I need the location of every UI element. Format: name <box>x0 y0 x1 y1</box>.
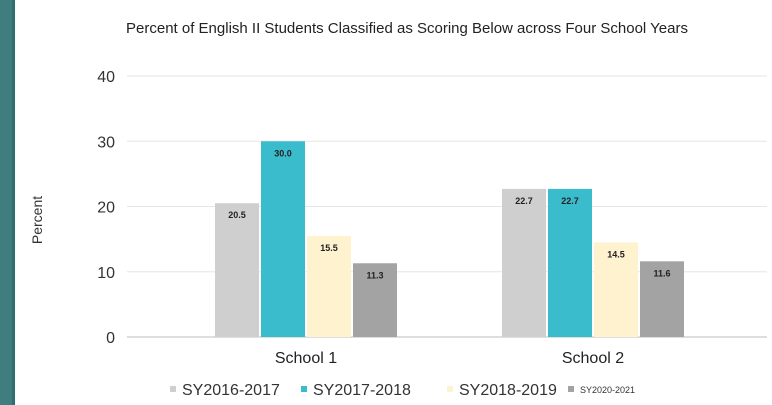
y-tick-label: 10 <box>97 265 115 282</box>
legend-label: SY2016-2017 <box>182 382 280 399</box>
x-category-label: School 1 <box>275 350 337 367</box>
legend-swatch <box>568 386 574 392</box>
bar <box>548 188 592 337</box>
legend-swatch <box>301 386 307 392</box>
y-tick-label: 30 <box>97 134 115 151</box>
y-tick-label: 0 <box>106 330 115 347</box>
data-label: 22.7 <box>515 196 533 206</box>
y-axis-label: Percent <box>29 196 45 244</box>
legend-label: SY2017-2018 <box>313 382 411 399</box>
bar <box>307 235 351 337</box>
bar <box>215 203 259 337</box>
y-tick-label: 40 <box>97 69 115 86</box>
bar <box>594 242 638 337</box>
bar <box>502 188 546 337</box>
legend-label: SY2020-2021 <box>580 385 635 395</box>
data-labels: 20.5 30.0 15.5 11.3 22.7 22.7 14.5 11.6 <box>228 148 670 280</box>
x-axis-categories: School 1 School 2 <box>275 350 624 367</box>
chart-frame: Percent of English II Students Classifie… <box>12 0 772 405</box>
data-label: 22.7 <box>561 196 579 206</box>
data-label: 11.6 <box>653 268 670 278</box>
bar <box>640 261 684 337</box>
bar <box>261 141 305 337</box>
y-tick-label: 20 <box>97 200 115 217</box>
legend-label: SY2018-2019 <box>459 382 557 399</box>
data-label: 30.0 <box>274 148 292 158</box>
legend-swatch <box>170 386 176 392</box>
x-category-label: School 2 <box>562 350 624 367</box>
legend: SY2016-2017 SY2017-2018 SY2018-2019 SY2020-… <box>170 382 635 399</box>
y-axis-ticks: 0 10 20 30 40 <box>97 69 115 347</box>
data-label: 11.3 <box>366 270 383 280</box>
chart-title: Percent of English II Students Classifie… <box>126 20 688 37</box>
bar-chart: Percent of English II Students Classifie… <box>29 20 767 399</box>
legend-swatch <box>447 386 453 392</box>
bar <box>353 263 397 337</box>
data-label: 15.5 <box>320 243 338 253</box>
data-label: 14.5 <box>607 249 625 259</box>
bars <box>215 141 684 337</box>
data-label: 20.5 <box>228 210 246 220</box>
